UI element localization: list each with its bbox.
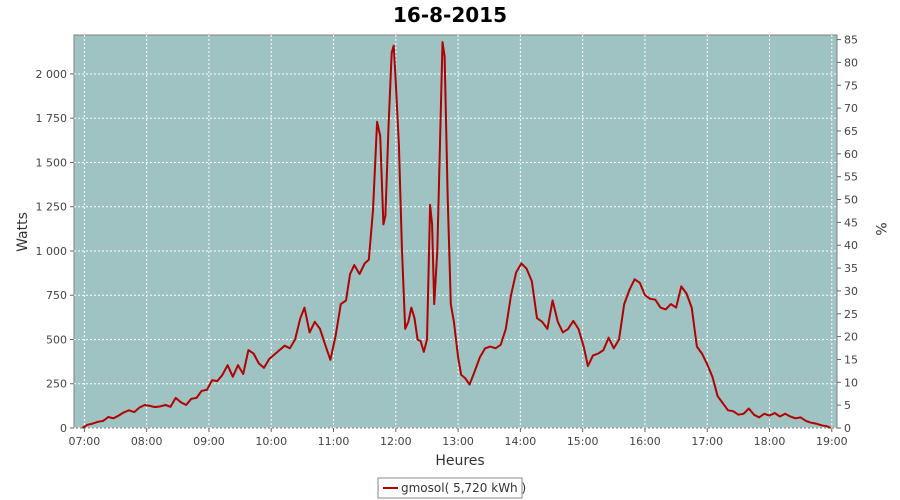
y2-tick-label: 15: [844, 353, 858, 366]
x-tick-label: 07:00: [69, 435, 101, 448]
y2-tick-label: 55: [844, 171, 858, 184]
y-tick-label: 1 500: [36, 156, 68, 169]
y-axis-label: Watts: [15, 212, 31, 252]
y-tick-label: 2 000: [36, 68, 68, 81]
y2-tick-label: 50: [844, 194, 858, 207]
x-tick-label: 14:00: [505, 435, 537, 448]
y2-tick-label: 65: [844, 125, 858, 138]
y2-tick-label: 85: [844, 34, 858, 47]
y-tick-label: 750: [46, 289, 67, 302]
y2-tick-label: 30: [844, 285, 858, 298]
plot-area: [73, 34, 838, 429]
axes: 07:00 08:00 09:00 10:00 11:00 12:00 13:00 14:00…: [36, 34, 859, 448]
series-line: [81, 41, 832, 429]
x-tick-label: 15:00: [567, 435, 599, 448]
x-tick-label: 10:00: [255, 435, 287, 448]
y2-tick-label: 20: [844, 331, 858, 344]
series-layer: [81, 41, 832, 429]
chart-title: 16-8-2015: [393, 3, 507, 27]
y2-tick-label: 45: [844, 216, 858, 229]
y2-tick-label: 5: [844, 399, 851, 412]
x-tick-label: 12:00: [380, 435, 412, 448]
y-tick-label: 0: [60, 422, 67, 435]
y2-tick-label: 70: [844, 102, 858, 115]
y2-tick-label: 40: [844, 239, 858, 252]
x-tick-label: 19:00: [816, 435, 848, 448]
y-tick-label: 500: [46, 333, 67, 346]
x-tick-label: 09:00: [193, 435, 225, 448]
legend-box: [377, 477, 523, 499]
grid: [74, 35, 837, 429]
x-tick-label: 17:00: [691, 435, 723, 448]
x-tick-label: 16:00: [629, 435, 661, 448]
y2-tick-label: 75: [844, 79, 858, 92]
legend: gmosol( 5,720 kWh ): [377, 477, 526, 499]
y2-tick-label: 80: [844, 56, 858, 69]
y2-tick-label: 10: [844, 376, 858, 389]
y2-tick-label: 60: [844, 148, 858, 161]
y-tick-label: 250: [46, 378, 67, 391]
y2-tick-label: 35: [844, 262, 858, 275]
x-tick-label: 08:00: [131, 435, 163, 448]
y-tick-label: 1 000: [36, 245, 68, 258]
y2-tick-label: 25: [844, 308, 858, 321]
x-tick-label: 18:00: [754, 435, 786, 448]
x-tick-label: 13:00: [442, 435, 474, 448]
y-tick-label: 1 750: [36, 112, 68, 125]
x-axis-label: Heures: [435, 453, 484, 469]
y2-tick-label: 0: [844, 422, 851, 435]
x-tick-label: 11:00: [318, 435, 350, 448]
y-tick-label: 1 250: [36, 201, 68, 214]
legend-label: gmosol( 5,720 kWh ): [401, 481, 526, 495]
y2-axis-label: %: [872, 222, 888, 235]
